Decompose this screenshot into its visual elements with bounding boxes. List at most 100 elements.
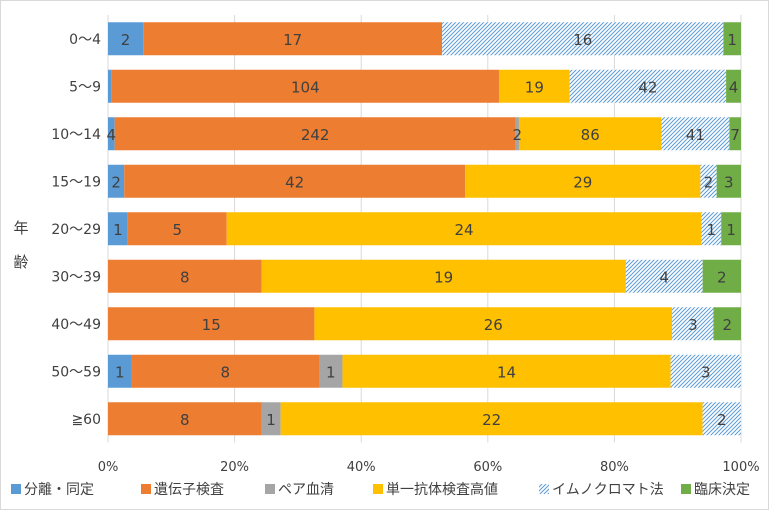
- legend-label: 分離・同定: [24, 481, 94, 498]
- category-label: ≧60: [71, 412, 101, 428]
- data-label: 4: [729, 78, 739, 96]
- data-label: 2: [513, 126, 523, 144]
- bar-segment: [108, 69, 112, 103]
- category-label: 5〜9: [69, 79, 101, 95]
- data-label: 4: [107, 126, 117, 144]
- bar-segment: [726, 69, 741, 103]
- data-label: 2: [717, 268, 727, 286]
- category-label: 20〜29: [51, 222, 101, 238]
- data-label: 42: [638, 78, 657, 96]
- data-label: 8: [180, 268, 190, 286]
- x-tick-label: 40%: [347, 460, 376, 475]
- data-label: 3: [701, 363, 711, 381]
- data-label: 15: [202, 316, 221, 334]
- data-label: 19: [434, 268, 453, 286]
- data-label: 1: [727, 31, 737, 49]
- legend-label: イムノクロマト法: [552, 482, 664, 498]
- bar-segment: [114, 117, 516, 151]
- bar-segment: [723, 22, 741, 56]
- bar-segment: [721, 212, 741, 246]
- data-label: 2: [722, 316, 732, 334]
- legend-swatch: [141, 484, 151, 494]
- bars: [108, 22, 741, 436]
- category-labels: 0〜4 5〜9 10〜14 15〜19 20〜29 30〜39 40〜49 50〜59 ≧60: [51, 32, 101, 428]
- data-label: 16: [573, 31, 592, 49]
- x-tick-label: 80%: [600, 460, 629, 475]
- data-label: 26: [484, 316, 503, 334]
- bar-segment: [108, 22, 144, 56]
- data-label: 24: [455, 221, 474, 239]
- bar-segment: [342, 354, 671, 388]
- data-label: 8: [220, 363, 230, 381]
- legend-swatch: [681, 484, 691, 494]
- bar-segment: [716, 164, 741, 198]
- data-label: 1: [115, 363, 125, 381]
- category-label: 10〜14: [51, 127, 101, 143]
- bar-segment: [672, 307, 714, 341]
- legend: 分離・同定 遺伝子検査 ペア血清 単一抗体検査高値 イムノクロマト法 臨床決定: [11, 481, 750, 498]
- data-label: 1: [726, 221, 736, 239]
- bar-segment: [702, 259, 741, 293]
- bar-segment: [518, 117, 662, 151]
- bar-segment: [465, 164, 701, 198]
- data-label: 22: [482, 411, 501, 429]
- category-label: 50〜59: [51, 364, 101, 380]
- bar-segment: [226, 212, 702, 246]
- bar-segment: [515, 117, 519, 151]
- legend-label: 臨床決定: [694, 482, 750, 498]
- bar-segment: [127, 212, 227, 246]
- bar-segment: [108, 354, 132, 388]
- legend-swatch: [11, 484, 21, 494]
- x-tick-label: 20%: [220, 460, 249, 475]
- data-label: 3: [724, 173, 734, 191]
- data-label: 1: [266, 411, 276, 429]
- bar-segment: [661, 117, 730, 151]
- data-label: 17: [283, 31, 302, 49]
- y-axis-title-char-2: 齢: [13, 253, 28, 271]
- legend-label: ペア血清: [278, 482, 334, 498]
- bar-segment: [108, 212, 128, 246]
- x-tick-labels: 0% 20% 40% 60% 80% 100%: [98, 460, 760, 475]
- x-tick-label: 60%: [473, 460, 502, 475]
- bar-segment: [498, 69, 570, 103]
- bar-segment: [143, 22, 443, 56]
- bar-segment: [108, 259, 262, 293]
- bar-segment: [442, 22, 724, 56]
- data-label: 42: [285, 173, 304, 191]
- x-tick-label: 100%: [722, 460, 759, 475]
- data-label: 4: [659, 268, 669, 286]
- category-label: 15〜19: [51, 174, 101, 190]
- data-label: 242: [301, 126, 330, 144]
- data-label: 2: [717, 411, 727, 429]
- data-label: 19: [525, 78, 544, 96]
- bar-segment: [670, 354, 741, 388]
- category-label: 0〜4: [69, 32, 101, 48]
- bar-segment: [729, 117, 741, 151]
- legend-label: 単一抗体検査高値: [386, 481, 498, 498]
- bar-segment: [124, 164, 466, 198]
- bar-segment: [108, 307, 315, 341]
- category-label: 30〜39: [51, 269, 101, 285]
- bar-segment: [702, 402, 741, 436]
- data-label: 2: [121, 31, 131, 49]
- bar-segment: [261, 402, 281, 436]
- data-label: 1: [707, 221, 717, 239]
- bar-segment: [713, 307, 741, 341]
- bar-segment: [261, 259, 626, 293]
- bar-segment: [108, 402, 262, 436]
- data-label: 8: [180, 411, 190, 429]
- data-label: 104: [291, 78, 320, 96]
- legend-swatch: [265, 484, 275, 494]
- bar-segment: [319, 354, 343, 388]
- bar-segment: [131, 354, 319, 388]
- data-label: 1: [113, 221, 123, 239]
- bar-segment: [569, 69, 727, 103]
- bar-segment: [108, 117, 115, 151]
- bar-segment: [108, 164, 125, 198]
- data-label: 14: [497, 363, 516, 381]
- x-tick-label: 0%: [98, 460, 119, 475]
- bar-segment: [280, 402, 703, 436]
